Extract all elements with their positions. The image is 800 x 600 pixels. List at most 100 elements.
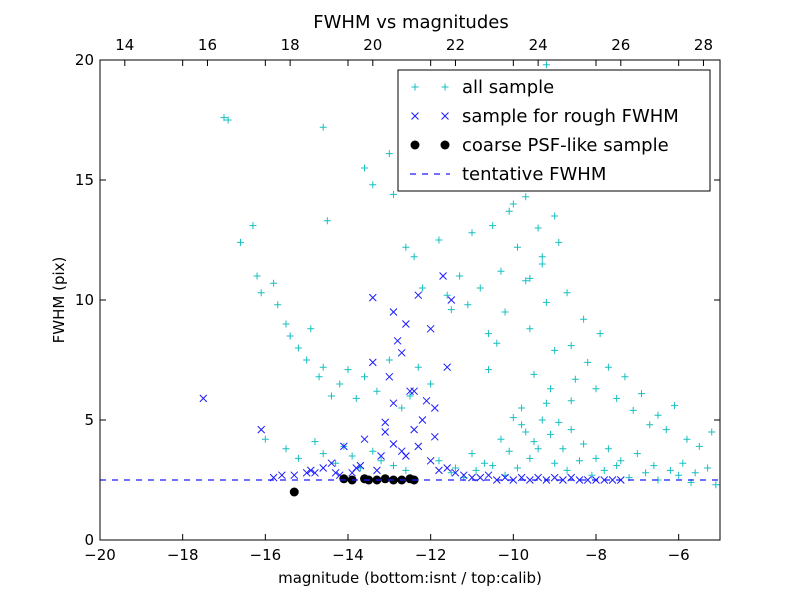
rough-fwhm-point xyxy=(526,476,534,484)
all-sample-point xyxy=(249,222,257,230)
all-sample-point xyxy=(344,366,352,374)
all-sample-point xyxy=(435,236,443,244)
all-sample-point xyxy=(385,150,393,158)
y-axis-title: FWHM (pix) xyxy=(50,257,68,344)
all-sample-point xyxy=(530,438,538,446)
rough-fwhm-point xyxy=(414,442,423,451)
legend-label: sample for rough FWHM xyxy=(462,106,679,127)
rough-fwhm-point xyxy=(559,476,567,484)
all-sample-point xyxy=(385,356,393,364)
rough-fwhm-point xyxy=(430,432,439,441)
all-sample-point xyxy=(406,392,414,400)
all-sample-point xyxy=(542,298,550,306)
all-sample-point xyxy=(348,452,356,460)
all-sample-point xyxy=(555,238,563,246)
y-tick-label: 5 xyxy=(84,411,94,429)
all-sample-point xyxy=(509,414,517,422)
all-sample-point xyxy=(286,332,294,340)
rough-fwhm-point xyxy=(439,272,447,280)
all-sample-point xyxy=(538,253,546,261)
legend: all sample sample for rough FWHM coarse PS… xyxy=(397,69,711,192)
all-sample-point xyxy=(497,435,505,443)
all-sample-point xyxy=(695,442,703,450)
rough-fwhm-point xyxy=(397,348,406,357)
all-sample-point xyxy=(712,481,720,489)
all-sample-point xyxy=(580,440,588,448)
coarse-psf-point xyxy=(339,474,349,484)
all-sample-point xyxy=(435,457,443,465)
all-sample-point xyxy=(303,356,311,364)
rough-fwhm-point xyxy=(385,372,394,381)
top-x-tick-label: 28 xyxy=(694,36,713,54)
all-sample-point xyxy=(361,373,369,381)
all-sample-point xyxy=(551,459,559,467)
all-sample-point xyxy=(493,339,501,347)
x-tick-label: −6 xyxy=(668,546,690,564)
all-sample-point xyxy=(476,284,484,292)
all-sample-point xyxy=(621,373,629,381)
all-sample-point xyxy=(538,416,546,424)
rough-fwhm-point xyxy=(199,394,208,403)
rough-fwhm-point xyxy=(393,336,402,345)
rough-fwhm-point xyxy=(426,456,435,465)
all-sample-point xyxy=(642,469,650,477)
top-x-tick-label: 18 xyxy=(281,36,300,54)
rough-fwhm-point xyxy=(368,293,377,302)
rough-fwhm-point xyxy=(368,358,377,367)
all-sample-point xyxy=(282,320,290,328)
rough-fwhm-point xyxy=(402,320,410,328)
all-sample-point xyxy=(485,366,493,374)
rough-fwhm-point xyxy=(306,466,315,475)
all-sample-point xyxy=(501,308,509,316)
all-sample-point xyxy=(559,445,567,453)
all-sample-point xyxy=(220,114,228,122)
rough-fwhm-point xyxy=(443,464,452,472)
y-tick-label: 20 xyxy=(75,51,94,69)
all-sample-point xyxy=(613,462,621,470)
top-x-tick-label: 16 xyxy=(198,36,217,54)
all-sample-point xyxy=(418,284,426,292)
rough-fwhm-point xyxy=(443,363,452,372)
all-sample-point xyxy=(704,464,712,472)
x-tick-label: −20 xyxy=(84,546,116,564)
all-sample-point xyxy=(567,397,575,405)
rough-fwhm-point xyxy=(484,471,493,480)
all-sample-point xyxy=(518,421,526,429)
all-sample-point xyxy=(526,274,534,282)
all-sample-point xyxy=(567,426,575,434)
all-sample-point xyxy=(571,375,579,383)
x-tick-label: −8 xyxy=(585,546,607,564)
all-sample-point xyxy=(274,301,282,309)
rough-fwhm-point xyxy=(447,296,456,304)
all-sample-point xyxy=(323,217,331,225)
rough-fwhm-point xyxy=(257,425,266,434)
x-tick-label: −12 xyxy=(415,546,447,564)
legend-marker-coarse xyxy=(440,140,450,150)
rough-fwhm-point xyxy=(389,308,398,316)
axes-layer: −20 −18 −16 −14 −12 −10 −8 −6 14 16 18 20 22 24 26 28 0 5… xyxy=(75,36,720,564)
all-sample-point xyxy=(522,277,530,285)
all-sample-point xyxy=(513,464,521,472)
all-sample-point xyxy=(575,457,583,465)
rough-fwhm-point xyxy=(327,459,336,468)
y-tick-label: 0 xyxy=(84,531,94,549)
all-sample-point xyxy=(327,392,335,400)
legend-label: all sample xyxy=(462,77,554,98)
all-sample-point xyxy=(377,457,385,465)
all-sample-point xyxy=(580,315,588,323)
all-sample-point xyxy=(629,406,637,414)
all-sample-point xyxy=(666,466,674,474)
plot-frame xyxy=(99,59,721,541)
all-sample-point xyxy=(451,464,459,472)
all-sample-point xyxy=(505,207,513,215)
all-sample-point xyxy=(617,457,625,465)
legend-marker-all-sample xyxy=(441,83,449,91)
top-x-tick-label: 24 xyxy=(529,36,548,54)
all-sample-point xyxy=(509,200,517,208)
all-sample-point xyxy=(671,402,679,410)
all-sample-point xyxy=(526,325,534,333)
all-sample-point xyxy=(485,330,493,338)
rough-fwhm-point xyxy=(278,471,286,480)
rough-fwhm-point xyxy=(290,471,299,480)
